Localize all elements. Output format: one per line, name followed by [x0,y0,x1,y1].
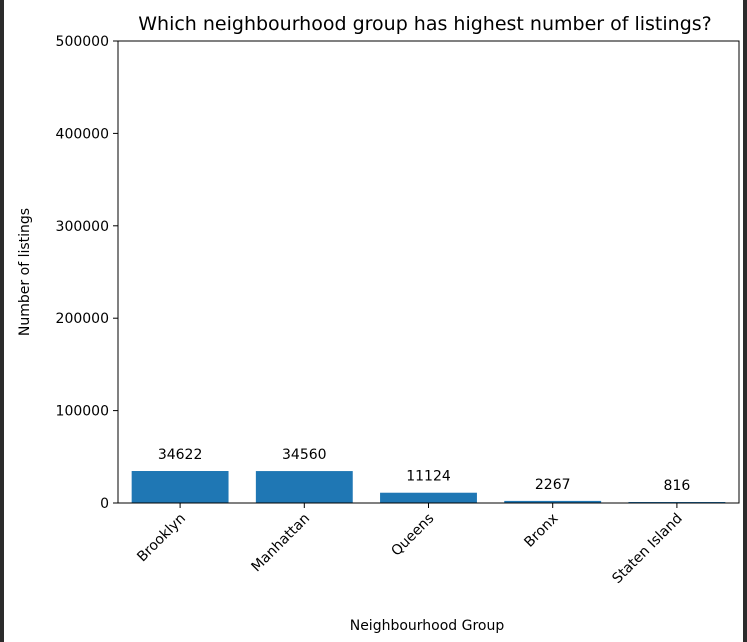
x-tick-label-1: Manhattan [248,511,313,576]
x-tick-label-0: Brooklyn [134,511,189,566]
bar-1 [255,471,353,503]
chart-title: Which neighbourhood group has highest nu… [138,13,712,35]
y-tick-label-3: 300000 [56,219,109,235]
x-tick-label-2: Queens [388,511,437,560]
y-tick-label-1: 100000 [56,404,109,420]
data-label-4: 816 [664,478,691,494]
data-label-1: 34560 [282,447,327,463]
data-label-3: 2267 [535,477,571,493]
bars-layer: 34622 34560 11124 2267 816 [131,447,726,503]
x-tick-label-4: Staten Island [609,511,685,587]
x-axis-label: Neighbourhood Group [350,618,505,634]
chart-figure: Which neighbourhood group has highest nu… [4,0,743,642]
y-tick-label-2: 200000 [56,311,109,327]
bar-3 [504,500,602,503]
bar-chart: Which neighbourhood group has highest nu… [17,13,740,634]
data-label-2: 11124 [406,469,451,485]
plot-frame [117,40,740,504]
y-axis-label: Number of listings [17,208,33,336]
y-tick-label-4: 400000 [56,126,109,142]
y-tick-label-0: 0 [100,496,109,512]
ticks-layer: Brooklyn Manhattan Queens Bronx Staten Islan… [56,34,686,587]
x-tick-label-3: Bronx [521,511,561,551]
bar-0 [131,471,229,503]
data-label-0: 34622 [158,447,203,463]
y-tick-label-5: 500000 [56,34,109,50]
bar-2 [380,492,477,503]
